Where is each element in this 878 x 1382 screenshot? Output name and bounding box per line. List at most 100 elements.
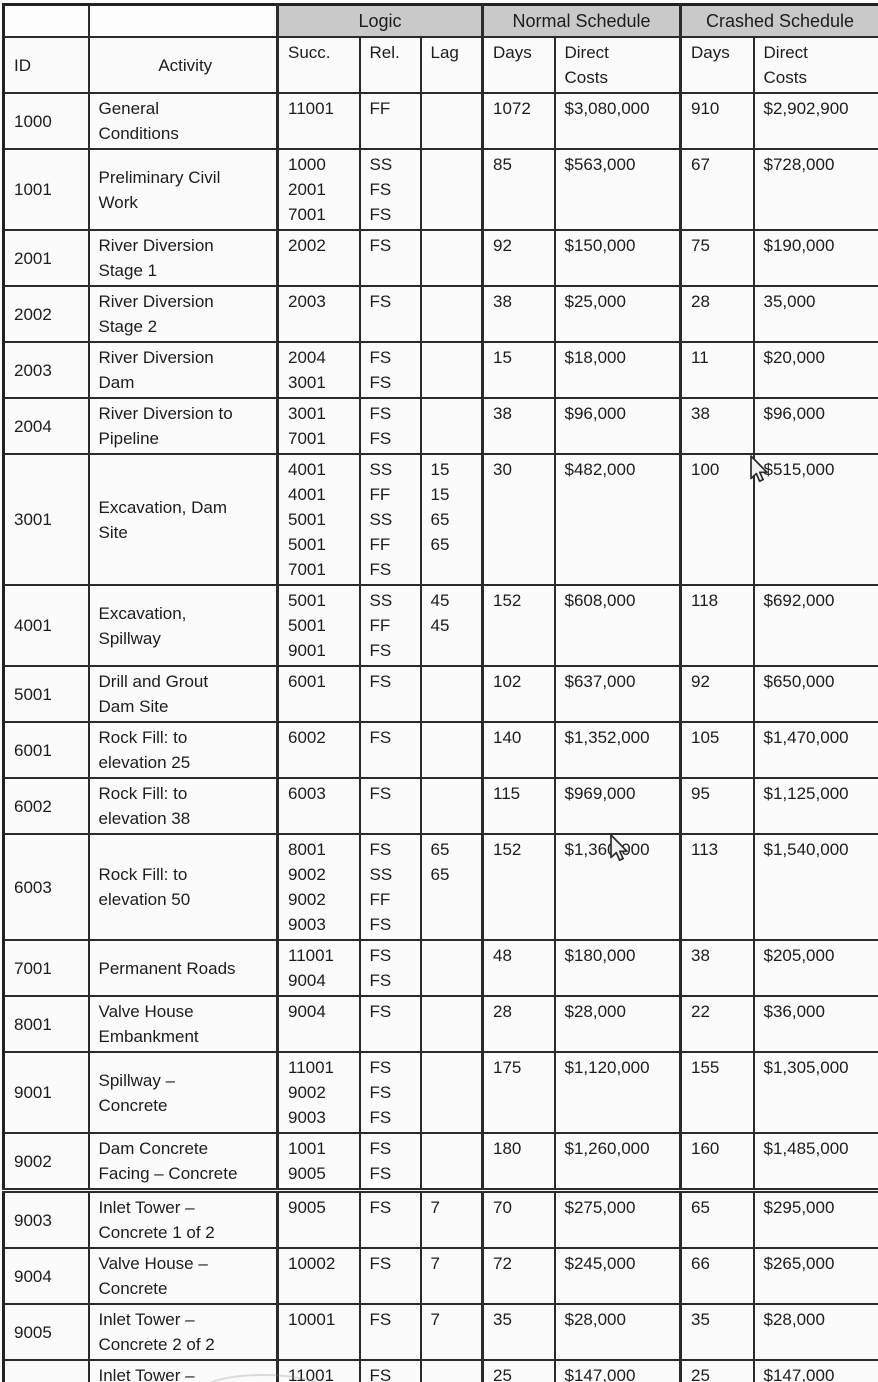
normal-direct-costs-cell: $1,360,000 (553, 833, 682, 941)
activity-id-cell: 9004 (2, 1247, 90, 1305)
table-row: 9004 Valve House – Concrete 10002 FS 7 72 $245… (2, 1247, 878, 1305)
relationship-cell: FS FS FS (358, 1051, 422, 1134)
table-row: 2002 River Diversion Stage 2 2003 FS 38 $25,0… (2, 285, 878, 343)
normal-direct-costs-cell: $608,000 (553, 584, 682, 667)
crashed-days-cell: 910 (679, 92, 755, 150)
activity-id-cell: 4001 (2, 584, 90, 667)
col-header-crashed-days: Days (679, 36, 755, 94)
column-header-row: ID Activity Succ. Rel. Lag Days Direct C… (2, 36, 878, 94)
successor-cell: 11001 9002 9003 (276, 1051, 361, 1134)
normal-days-cell: 102 (481, 665, 556, 723)
successor-cell: 9004 (276, 995, 361, 1053)
relationship-cell: FS (358, 229, 422, 287)
lag-cell (419, 1051, 484, 1134)
activity-name-cell: Inlet Tower – Concrete 2 of 2 (87, 1303, 279, 1361)
normal-direct-costs-cell: $482,000 (553, 453, 682, 586)
normal-days-cell: 35 (481, 1303, 556, 1361)
successor-cell: 2003 (276, 285, 361, 343)
crashed-days-cell: 105 (679, 721, 755, 779)
crashed-direct-costs-cell: $36,000 (752, 995, 878, 1053)
successor-cell: 6002 (276, 721, 361, 779)
col-header-id: ID (2, 36, 90, 94)
table-row: 1001 Preliminary Civil Work 1000 2001 7001… (2, 148, 878, 231)
lag-cell: 7 (419, 1247, 484, 1305)
lag-cell (419, 939, 484, 997)
col-header-lag: Lag (419, 36, 484, 94)
normal-days-cell: 1072 (481, 92, 556, 150)
lag-cell (419, 148, 484, 231)
activity-id-cell: 9002 (2, 1132, 90, 1192)
crashed-days-cell: 28 (679, 285, 755, 343)
normal-direct-costs-cell: $3,080,000 (553, 92, 682, 150)
crashed-days-cell: 65 (679, 1188, 755, 1249)
normal-days-cell: 140 (481, 721, 556, 779)
normal-direct-costs-cell: $180,000 (553, 939, 682, 997)
normal-days-cell: 85 (481, 148, 556, 231)
normal-direct-costs-cell: $150,000 (553, 229, 682, 287)
crashed-days-cell: 25 (679, 1359, 755, 1382)
relationship-cell: FS SS FF FS (358, 833, 422, 941)
crashed-days-cell: 22 (679, 995, 755, 1053)
lag-cell (419, 777, 484, 835)
normal-direct-costs-cell: $563,000 (553, 148, 682, 231)
activity-id-cell: 1001 (2, 148, 90, 231)
relationship-cell: FS FS (358, 341, 422, 399)
col-header-normal-direct-costs: Direct Costs (553, 36, 682, 94)
normal-schedule-group-header: Normal Schedule (480, 3, 682, 38)
relationship-cell: FS (358, 995, 422, 1053)
table-row: 10001Inlet Tower – Complete11001FS25$147… (2, 1359, 878, 1382)
normal-days-cell: 152 (481, 584, 556, 667)
relationship-cell: SS FS FS (358, 148, 422, 231)
relationship-cell: FS (358, 1359, 422, 1382)
group-header-row: Logic Normal Schedule Crashed Schedule (2, 3, 878, 38)
crashed-days-cell: 35 (679, 1303, 755, 1361)
relationship-cell: FS FS (358, 939, 422, 997)
relationship-cell: FS (358, 777, 422, 835)
normal-direct-costs-cell: $28,000 (553, 995, 682, 1053)
col-header-normal-days: Days (481, 36, 556, 94)
activity-name-cell: Preliminary Civil Work (87, 148, 279, 231)
lag-cell (419, 1359, 484, 1382)
crashed-days-cell: 92 (679, 665, 755, 723)
table-row: 6002 Rock Fill: to elevation 38 6003 FS 115 $… (2, 777, 878, 835)
col-header-crashed-direct-costs: Direct Costs (752, 36, 878, 94)
logic-group-header: Logic (276, 3, 484, 38)
activity-id-cell: 2002 (2, 285, 90, 343)
activity-id-cell: 10001 (2, 1359, 90, 1382)
crashed-days-cell: 75 (679, 229, 755, 287)
blank-corner-cell (2, 3, 90, 38)
normal-days-cell: 48 (481, 939, 556, 997)
activity-name-cell: Rock Fill: to elevation 50 (87, 833, 279, 941)
normal-days-cell: 175 (481, 1051, 556, 1134)
normal-days-cell: 15 (481, 341, 556, 399)
crashed-direct-costs-cell: $1,540,000 (752, 833, 878, 941)
lag-cell (419, 1132, 484, 1192)
normal-direct-costs-cell: $1,260,000 (553, 1132, 682, 1192)
normal-days-cell: 72 (481, 1247, 556, 1305)
crashed-direct-costs-cell: $190,000 (752, 229, 878, 287)
activity-id-cell: 9001 (2, 1051, 90, 1134)
crashed-direct-costs-cell: $205,000 (752, 939, 878, 997)
activity-id-cell: 6002 (2, 777, 90, 835)
activity-id-cell: 2003 (2, 341, 90, 399)
normal-direct-costs-cell: $18,000 (553, 341, 682, 399)
relationship-cell: SS FF FS (358, 584, 422, 667)
normal-direct-costs-cell: $28,000 (553, 1303, 682, 1361)
normal-direct-costs-cell: $275,000 (553, 1188, 682, 1249)
relationship-cell: FS (358, 1303, 422, 1361)
lag-cell: 45 45 (419, 584, 484, 667)
normal-days-cell: 180 (481, 1132, 556, 1192)
crashed-days-cell: 155 (679, 1051, 755, 1134)
relationship-cell: FS (358, 285, 422, 343)
table-row: 2001 River Diversion Stage 1 2002 FS 92 $150,… (2, 229, 878, 287)
normal-days-cell: 70 (481, 1188, 556, 1249)
normal-direct-costs-cell: $1,352,000 (553, 721, 682, 779)
table-row: 5001 Drill and Grout Dam Site 6001 FS 102 $63… (2, 665, 878, 723)
crashed-direct-costs-cell: $692,000 (752, 584, 878, 667)
lag-cell: 7 (419, 1188, 484, 1249)
successor-cell: 9005 (276, 1188, 361, 1249)
successor-cell: 1001 9005 (276, 1132, 361, 1192)
successor-cell: 8001 9002 9002 9003 (276, 833, 361, 941)
crashed-direct-costs-cell: $20,000 (752, 341, 878, 399)
activity-name-cell: Spillway – Concrete (87, 1051, 279, 1134)
